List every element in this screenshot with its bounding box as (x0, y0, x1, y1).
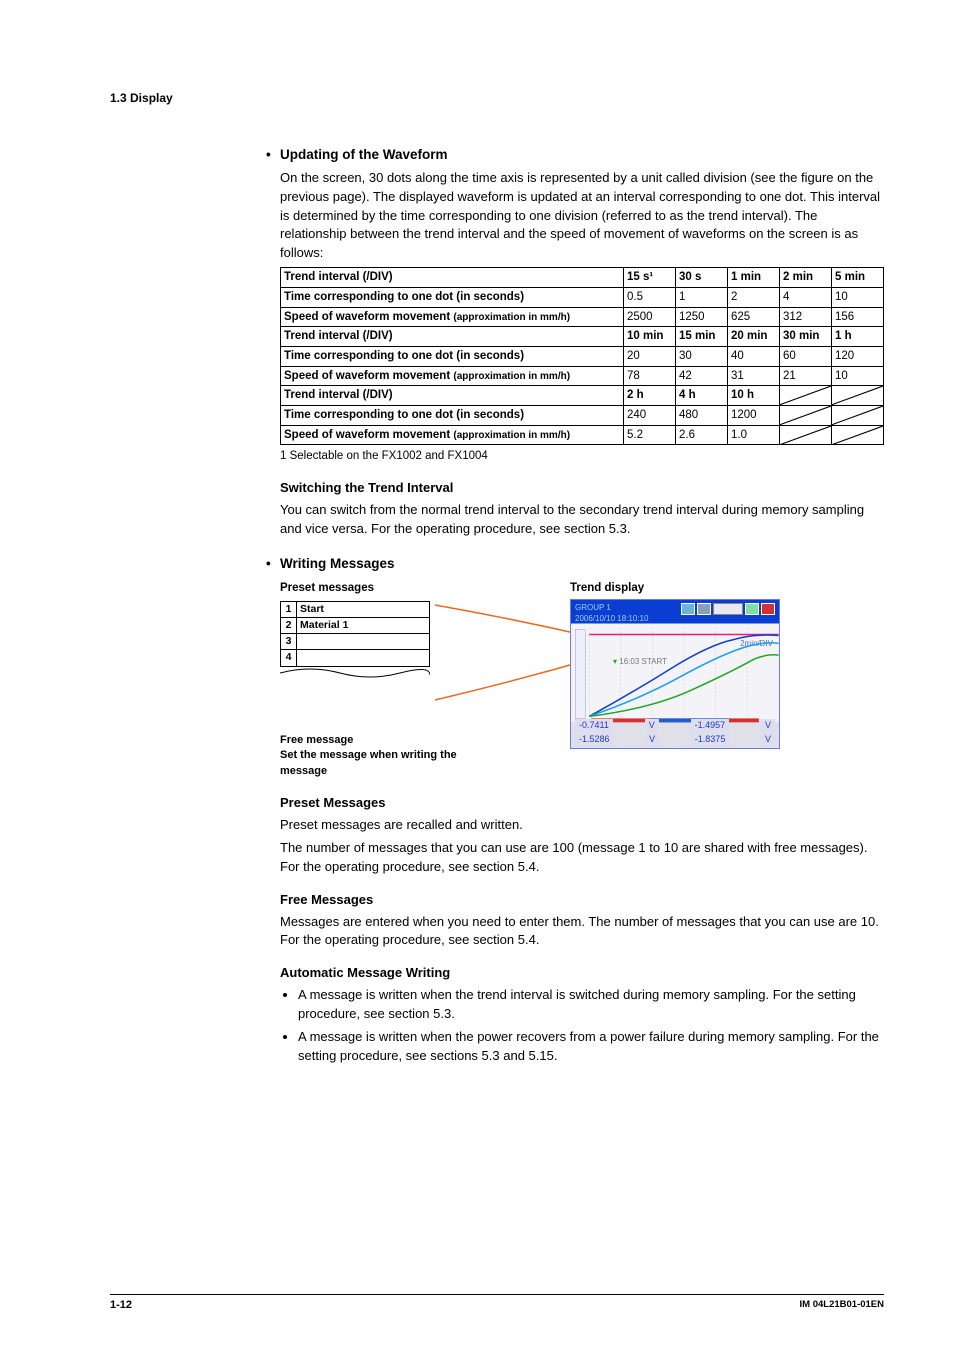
table-cell (780, 386, 832, 406)
table-cell: 1 h (832, 327, 884, 347)
table-row-label: Speed of waveform movement (approximatio… (281, 307, 624, 327)
trend-display-label: Trend display (570, 580, 780, 597)
para-switching: You can switch from the normal trend int… (280, 501, 884, 539)
table-cell (780, 425, 832, 445)
preset-idx: 2 (281, 617, 297, 633)
table-cell: 240 (624, 405, 676, 425)
table-cell: 20 (624, 346, 676, 366)
table-cell: 31 (728, 366, 780, 386)
table-cell (832, 405, 884, 425)
trend-values-row2: -1.5286V-1.8375V (575, 733, 775, 746)
table-row-label: Time corresponding to one dot (in second… (281, 287, 624, 307)
table-cell: 40 (728, 346, 780, 366)
table-cell: 15 s¹ (624, 268, 676, 288)
heading-writing-messages: Writing Messages (280, 554, 884, 574)
list-item: A message is written when the trend inte… (298, 986, 884, 1024)
free-message-l1: Free message (280, 733, 480, 749)
para-preset-1: Preset messages are recalled and written… (280, 816, 884, 835)
doc-id: IM 04L21B01-01EN (800, 1298, 884, 1314)
table-cell: 2 (728, 287, 780, 307)
para-preset-2: The number of messages that you can use … (280, 839, 884, 877)
list-item: A message is written when the power reco… (298, 1028, 884, 1066)
preset-idx: 3 (281, 634, 297, 650)
heading-free-messages: Free Messages (280, 891, 884, 910)
table-cell: 1.0 (728, 425, 780, 445)
table-cell: 156 (832, 307, 884, 327)
table-row-label: Trend interval (/DIV) (281, 268, 624, 288)
table-row-label: Time corresponding to one dot (in second… (281, 405, 624, 425)
table-cell: 4 h (676, 386, 728, 406)
table-row-label: Trend interval (/DIV) (281, 386, 624, 406)
wavy-line-icon (280, 667, 430, 685)
heading-preset-messages: Preset Messages (280, 794, 884, 813)
table-cell: 4 (780, 287, 832, 307)
preset-text (297, 634, 430, 650)
trend-values-row1: -0.7411V-1.4957V (575, 719, 775, 732)
heading-switching: Switching the Trend Interval (280, 479, 884, 498)
table-footnote: 1 Selectable on the FX1002 and FX1004 (280, 448, 884, 465)
table-cell: 5 min (832, 268, 884, 288)
messages-figure: Preset messages 1Start2Material 134 Free… (280, 580, 884, 780)
preset-idx: 4 (281, 650, 297, 666)
table-cell: 20 min (728, 327, 780, 347)
table-cell (832, 425, 884, 445)
table-cell: 0.5 (624, 287, 676, 307)
heading-updating-waveform: Updating of the Waveform (280, 145, 884, 165)
page-footer: 1-12 IM 04L21B01-01EN (110, 1294, 884, 1314)
table-cell: 2 h (624, 386, 676, 406)
table-row-label: Speed of waveform movement (approximatio… (281, 366, 624, 386)
para-free-1: Messages are entered when you need to en… (280, 913, 884, 951)
preset-text: Material 1 (297, 617, 430, 633)
table-cell: 42 (676, 366, 728, 386)
table-cell: 480 (676, 405, 728, 425)
table-cell: 2 min (780, 268, 832, 288)
table-cell: 30 (676, 346, 728, 366)
table-cell: 120 (832, 346, 884, 366)
table-cell: 10 min (624, 327, 676, 347)
table-cell: 1 min (728, 268, 780, 288)
preset-text: Start (297, 601, 430, 617)
table-cell: 2500 (624, 307, 676, 327)
trend-interval-table: Trend interval (/DIV)15 s¹30 s1 min2 min… (280, 267, 884, 445)
table-cell: 2.6 (676, 425, 728, 445)
table-cell (780, 405, 832, 425)
table-cell: 10 (832, 366, 884, 386)
table-cell: 15 min (676, 327, 728, 347)
table-cell: 30 min (780, 327, 832, 347)
heading-auto-message: Automatic Message Writing (280, 964, 884, 983)
table-cell: 1 (676, 287, 728, 307)
trend-display-screenshot: GROUP 12006/10/10 18:10:10 2min/DIV ▾ 16… (570, 599, 780, 749)
table-cell: 1250 (676, 307, 728, 327)
table-cell: 10 (832, 287, 884, 307)
preset-text (297, 650, 430, 666)
table-cell: 60 (780, 346, 832, 366)
table-row-label: Speed of waveform movement (approximatio… (281, 425, 624, 445)
table-row-label: Time corresponding to one dot (in second… (281, 346, 624, 366)
preset-idx: 1 (281, 601, 297, 617)
table-cell: 5.2 (624, 425, 676, 445)
table-cell: 625 (728, 307, 780, 327)
table-cell: 30 s (676, 268, 728, 288)
table-cell: 1200 (728, 405, 780, 425)
free-message-l2: Set the message when writing the message (280, 748, 480, 780)
free-message-label: Free message Set the message when writin… (280, 733, 480, 781)
para-updating: On the screen, 30 dots along the time ax… (280, 169, 884, 263)
section-header: 1.3 Display (110, 90, 884, 107)
table-cell (832, 386, 884, 406)
table-cell: 78 (624, 366, 676, 386)
page-number: 1-12 (110, 1298, 132, 1314)
preset-messages-label: Preset messages (280, 580, 480, 597)
table-cell: 312 (780, 307, 832, 327)
table-cell: 21 (780, 366, 832, 386)
table-row-label: Trend interval (/DIV) (281, 327, 624, 347)
auto-message-list: A message is written when the trend inte… (280, 986, 884, 1065)
preset-messages-table: 1Start2Material 134 (280, 601, 430, 667)
table-cell: 10 h (728, 386, 780, 406)
